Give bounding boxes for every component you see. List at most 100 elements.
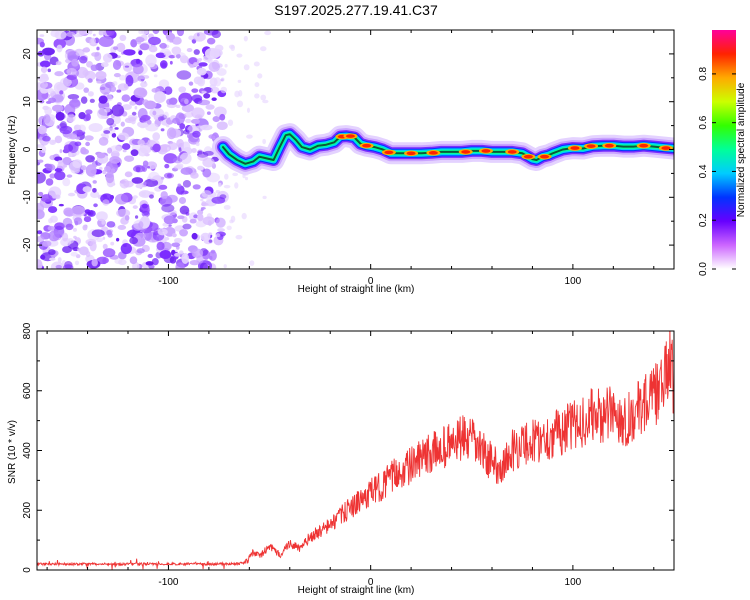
noise-blob	[197, 150, 203, 155]
noise-blob	[212, 115, 221, 123]
noise-blob	[105, 171, 115, 184]
ridge-hotspot-core	[540, 154, 550, 159]
noise-blob	[58, 203, 64, 207]
noise-blob	[47, 68, 52, 73]
snr-panel: -100 0 100 0 200 400 600 800 Height of straigh…	[7, 322, 675, 596]
noise-blob	[120, 121, 125, 127]
noise-blob	[175, 104, 181, 109]
noise-blob	[95, 70, 107, 80]
noise-blob	[75, 50, 86, 57]
noise-blob	[136, 248, 145, 254]
noise-blob	[191, 232, 198, 240]
noise-blob	[161, 204, 175, 213]
noise-blob	[262, 99, 269, 104]
noise-blob	[174, 237, 183, 244]
noise-blob	[74, 34, 80, 38]
noise-blob	[53, 38, 66, 49]
noise-blob	[72, 159, 83, 169]
noise-blob	[112, 59, 122, 71]
noise-blob	[197, 165, 204, 171]
noise-blob	[86, 61, 93, 68]
noise-blob	[119, 34, 127, 41]
noise-blob	[146, 119, 152, 125]
colorbar-ticks: 0.0 0.2 0.4 0.6 0.8	[698, 67, 736, 276]
noise-blob	[59, 125, 73, 135]
noise-blob	[211, 30, 222, 39]
noise-blob	[55, 61, 62, 66]
noise-blob	[229, 219, 234, 224]
noise-blob	[227, 119, 234, 126]
noise-blob	[166, 147, 170, 151]
noise-blob	[109, 156, 121, 164]
noise-blob	[98, 36, 114, 47]
noise-blob	[208, 232, 213, 236]
noise-blob	[153, 74, 158, 78]
colorbar-tick-label: 0.2	[698, 213, 709, 227]
noise-blob	[119, 74, 127, 81]
x-tick-label: 0	[368, 276, 374, 287]
noise-blob	[84, 47, 90, 51]
noise-blob	[138, 221, 144, 229]
noise-blob	[224, 63, 228, 68]
noise-blob	[177, 215, 185, 220]
noise-blob	[98, 95, 108, 104]
noise-blob	[135, 183, 143, 189]
noise-blob	[38, 191, 44, 196]
noise-blob	[55, 264, 62, 269]
noise-blob	[189, 64, 194, 69]
noise-blob	[193, 31, 206, 42]
noise-blob	[199, 262, 208, 269]
noise-blob	[141, 30, 149, 35]
noise-blob	[85, 141, 91, 147]
noise-blob	[143, 181, 147, 186]
snr-ylabel: SNR (10 * v/v)	[7, 420, 18, 484]
snr-line	[37, 331, 674, 570]
colorbar-tick-label: 0.4	[698, 164, 709, 178]
noise-blob	[76, 129, 83, 136]
noise-blob	[117, 132, 129, 141]
noise-blob	[130, 149, 139, 157]
noise-blob	[62, 245, 73, 254]
noise-blob	[83, 216, 92, 223]
ridge-hotspot-core	[406, 151, 416, 156]
noise-blob	[140, 114, 151, 122]
noise-blob	[123, 180, 134, 188]
snr-y-ticks: 0 200 400 600 800	[22, 322, 674, 573]
noise-blob	[85, 113, 91, 121]
colorbar: 0.0 0.2 0.4 0.6 0.8 Normalized spectral ampl…	[698, 30, 747, 276]
ridge-hotspot-core	[362, 143, 372, 148]
noise-blob	[120, 242, 132, 255]
noise-blob	[62, 177, 71, 187]
noise-blob	[116, 208, 131, 218]
noise-blob	[209, 48, 223, 58]
noise-blob	[70, 205, 87, 217]
noise-blob	[141, 203, 148, 209]
noise-blob	[197, 99, 211, 106]
noise-blob	[186, 48, 193, 53]
noise-blob	[148, 45, 158, 53]
noise-blob	[193, 62, 199, 67]
noise-blob	[103, 130, 111, 134]
noise-blob	[42, 240, 52, 247]
noise-blob	[102, 199, 110, 206]
noise-blob	[158, 184, 168, 190]
noise-blob	[47, 206, 58, 214]
noise-blob	[215, 217, 226, 228]
noise-blob	[148, 171, 160, 181]
ridge-hotspot-core	[570, 146, 580, 150]
noise-blob	[110, 241, 115, 246]
noise-blob	[45, 163, 56, 171]
noise-blob	[59, 149, 63, 154]
noise-blob	[71, 58, 79, 67]
noise-blob	[198, 62, 208, 67]
noise-blob	[66, 68, 77, 76]
noise-blob	[39, 41, 45, 48]
snr-x-ticks: -100 0 100	[46, 331, 655, 588]
snr-xlabel: Height of straight line (km)	[298, 585, 415, 596]
noise-blob	[85, 109, 93, 115]
noise-blob	[165, 32, 176, 41]
noise-blob	[168, 142, 178, 151]
noise-blob	[131, 111, 137, 116]
noise-blob	[262, 195, 267, 200]
noise-blob	[189, 218, 197, 224]
